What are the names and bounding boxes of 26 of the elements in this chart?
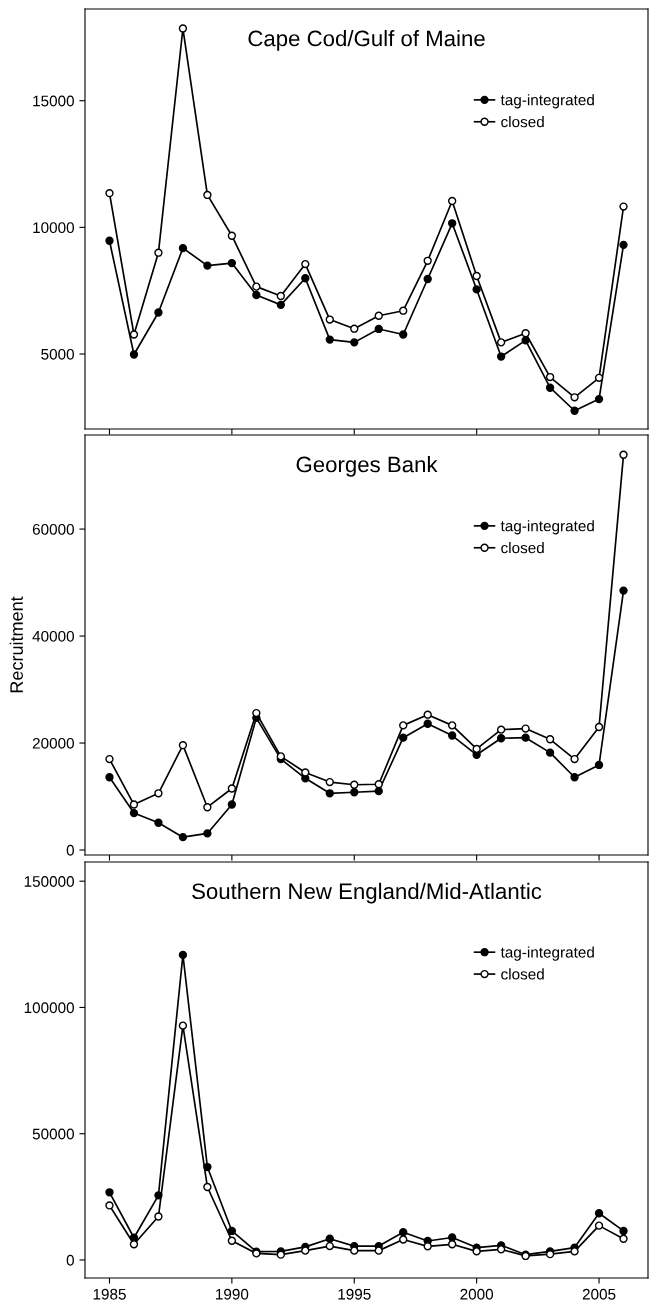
legend-label: tag-integrated xyxy=(500,94,594,109)
text: Georges Bank xyxy=(296,456,438,477)
y-tick-label: 5000 xyxy=(41,348,74,360)
legend-label: closed xyxy=(501,116,544,128)
x-tick-label: 1990 xyxy=(216,1288,249,1300)
x-tick-label: 1985 xyxy=(93,1288,126,1300)
y-tick-label: 0 xyxy=(66,844,74,856)
legend-label: closed xyxy=(501,968,544,980)
y-tick-label: 60000 xyxy=(32,523,74,535)
legend-label: tag-integrated xyxy=(500,520,594,535)
legend-label: tag-integrated xyxy=(500,946,594,961)
text: Cape Cod/Gulf of Maine xyxy=(248,30,485,51)
y-tick-label: 15000 xyxy=(33,95,74,107)
x-tick-label: 2005 xyxy=(582,1288,616,1300)
y-tick-label: 100000 xyxy=(24,1002,74,1014)
y-tick-label: 20000 xyxy=(32,737,74,749)
x-tick-label: 1995 xyxy=(338,1288,371,1300)
text: Southern New England/Mid-Atlantic xyxy=(192,882,542,904)
y-tick-label: 10000 xyxy=(33,222,74,234)
y-tick-label: 150000 xyxy=(24,876,74,887)
y-axis-title: Recruitment xyxy=(9,596,23,693)
y-tick-label: 50000 xyxy=(32,1128,74,1140)
y-tick-label: 0 xyxy=(66,1254,74,1266)
x-tick-label: 2000 xyxy=(460,1288,494,1300)
legend-label: closed xyxy=(501,542,544,554)
y-tick-label: 40000 xyxy=(32,630,74,642)
